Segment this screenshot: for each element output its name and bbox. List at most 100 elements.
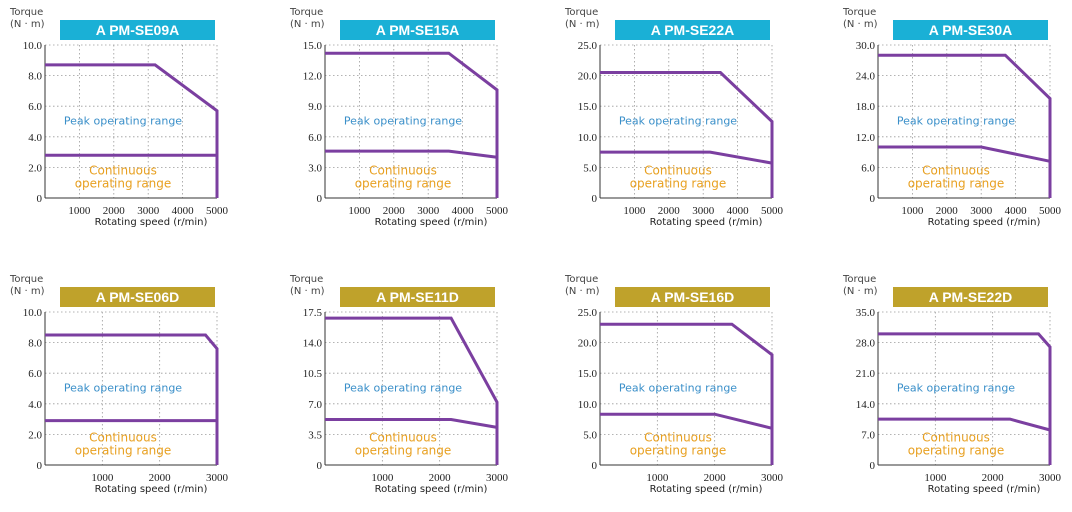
chart-plot: 0 2.0 4.0 6.0 8.0 10.0 1000 2000 3000 4000 5000Rot…: [23, 40, 229, 228]
x-tick-label: 3000: [486, 472, 509, 484]
x-axis-label: Rotating speed (r/min): [928, 217, 1041, 228]
chart-title: A PM-SE22A: [615, 20, 770, 40]
x-tick-label: 3000: [206, 472, 229, 484]
y-tick-label: 0: [317, 460, 323, 472]
x-tick-label: 1000: [924, 472, 947, 484]
y-tick-label: 21.0: [856, 368, 876, 380]
continuous-range-label-line1: Continuous: [922, 430, 990, 444]
y-axis-label-unit: (N · m): [290, 286, 325, 297]
y-tick-label: 2.0: [28, 162, 42, 174]
continuous-range-label-line2: operating range: [630, 443, 727, 457]
y-tick-label: 10.5: [303, 368, 323, 380]
x-tick-label: 1000: [68, 205, 91, 217]
y-axis-label: Torque (N · m): [290, 274, 325, 298]
y-tick-label: 4.0: [28, 132, 42, 144]
x-axis-label: Rotating speed (r/min): [375, 217, 488, 228]
y-tick-label: 6.0: [28, 101, 42, 113]
chart-a-pm-se22a: Torque (N · m) A PM-SE22A 0 5.0 10.0 15.0 20.0 2…: [565, 5, 825, 245]
chart-a-pm-se15a: Torque (N · m) A PM-SE15A 0 3.0 6.0 9.0 12.0 15.…: [290, 5, 550, 245]
y-axis-label-torque: Torque: [10, 274, 44, 285]
peak-range-label: Peak operating range: [344, 115, 462, 128]
x-tick-label: 5000: [486, 205, 509, 217]
y-tick-label: 6.0: [861, 162, 875, 174]
x-tick-label: 2000: [149, 472, 172, 484]
y-tick-label: 10.0: [23, 307, 43, 319]
peak-range-label: Peak operating range: [64, 382, 182, 395]
x-tick-label: 1000: [623, 205, 646, 217]
peak-range-label: Peak operating range: [64, 115, 182, 128]
x-axis-label: Rotating speed (r/min): [95, 217, 208, 228]
chart-a-pm-se16d: Torque (N · m) A PM-SE16D 0 5.0 10.0 15.0 20.0 2…: [565, 272, 825, 512]
chart-title: A PM-SE11D: [340, 287, 495, 307]
continuous-range-label-line2: operating range: [75, 443, 172, 457]
y-axis-label-torque: Torque: [10, 7, 44, 18]
x-tick-label: 3000: [1039, 472, 1062, 484]
chart-title: A PM-SE16D: [615, 287, 770, 307]
y-tick-label: 0: [592, 193, 598, 205]
continuous-torque-curve: [600, 150, 773, 165]
y-tick-label: 0: [37, 193, 43, 205]
x-tick-label: 4000: [452, 205, 475, 217]
y-axis-label-torque: Torque: [290, 7, 324, 18]
y-axis-label-torque: Torque: [843, 7, 877, 18]
y-tick-label: 20.0: [578, 71, 598, 83]
chart-a-pm-se06d: Torque (N · m) A PM-SE06D 0 2.0 4.0 6.0 8.0 10.0…: [10, 272, 270, 512]
peak-torque-curve: [600, 71, 774, 198]
chart-plot: 0 5.0 10.0 15.0 20.0 25.0 1000 2000 3000Rotating…: [578, 307, 784, 495]
y-tick-label: 9.0: [308, 101, 322, 113]
chart-plot: 0 5.0 10.0 15.0 20.0 25.0 1000 2000 3000 4000 5000…: [578, 40, 784, 228]
x-tick-label: 2000: [704, 472, 727, 484]
y-axis-label-unit: (N · m): [10, 19, 45, 30]
y-tick-label: 0: [870, 193, 876, 205]
y-axis-label: Torque (N · m): [10, 274, 45, 298]
continuous-range-label-line1: Continuous: [644, 163, 712, 177]
y-axis-label-unit: (N · m): [290, 19, 325, 30]
y-tick-label: 14.0: [303, 338, 323, 350]
y-axis-label-torque: Torque: [843, 274, 877, 285]
y-axis-label-unit: (N · m): [843, 19, 878, 30]
y-tick-label: 10.0: [578, 399, 598, 411]
continuous-torque-curve: [600, 412, 773, 430]
continuous-torque-curve: [878, 145, 1051, 163]
continuous-range-label-line1: Continuous: [644, 430, 712, 444]
peak-torque-curve: [325, 51, 499, 198]
x-tick-label: 5000: [761, 205, 784, 217]
y-axis-label: Torque (N · m): [843, 7, 878, 31]
continuous-range-label-line2: operating range: [630, 176, 727, 190]
y-axis-label: Torque (N · m): [290, 7, 325, 31]
x-tick-label: 2000: [982, 472, 1005, 484]
x-tick-label: 2000: [658, 205, 681, 217]
y-tick-label: 5.0: [583, 429, 597, 441]
x-tick-label: 4000: [172, 205, 195, 217]
y-axis-label-unit: (N · m): [10, 286, 45, 297]
y-tick-label: 12.0: [303, 71, 323, 83]
y-axis-label: Torque (N · m): [843, 274, 878, 298]
x-tick-label: 3000: [761, 472, 784, 484]
y-tick-label: 14.0: [856, 399, 876, 411]
chart-a-pm-se30a: Torque (N · m) A PM-SE30A 0 6.0 12.0 18.0 24.0 3…: [843, 5, 1072, 245]
y-tick-label: 25.0: [578, 40, 598, 52]
chart-plot: 0 3.5 7.0 10.5 14.0 17.5 1000 2000 3000Rotating …: [303, 307, 509, 495]
y-axis-label-torque: Torque: [565, 7, 599, 18]
y-tick-label: 0: [37, 460, 43, 472]
y-axis-label-unit: (N · m): [843, 286, 878, 297]
x-tick-label: 3000: [970, 205, 993, 217]
continuous-torque-curve: [325, 418, 498, 429]
x-tick-label: 3000: [137, 205, 160, 217]
y-tick-label: 3.5: [308, 429, 322, 441]
y-tick-label: 15.0: [578, 101, 598, 113]
y-axis-label-unit: (N · m): [565, 19, 600, 30]
chart-a-pm-se09a: Torque (N · m) A PM-SE09A 0 2.0 4.0 6.0 8.0 10.0…: [10, 5, 270, 245]
y-tick-label: 15.0: [578, 368, 598, 380]
y-tick-label: 6.0: [28, 368, 42, 380]
x-tick-label: 5000: [1039, 205, 1062, 217]
chart-a-pm-se22d: Torque (N · m) A PM-SE22D 0 7.0 14.0 21.0 28.0 3…: [843, 272, 1072, 512]
x-tick-label: 1000: [91, 472, 114, 484]
peak-torque-curve: [600, 322, 774, 465]
x-tick-label: 4000: [1005, 205, 1028, 217]
x-tick-label: 1000: [646, 472, 669, 484]
peak-range-label: Peak operating range: [619, 115, 737, 128]
y-tick-label: 7.0: [308, 399, 322, 411]
chart-title: A PM-SE22D: [893, 287, 1048, 307]
